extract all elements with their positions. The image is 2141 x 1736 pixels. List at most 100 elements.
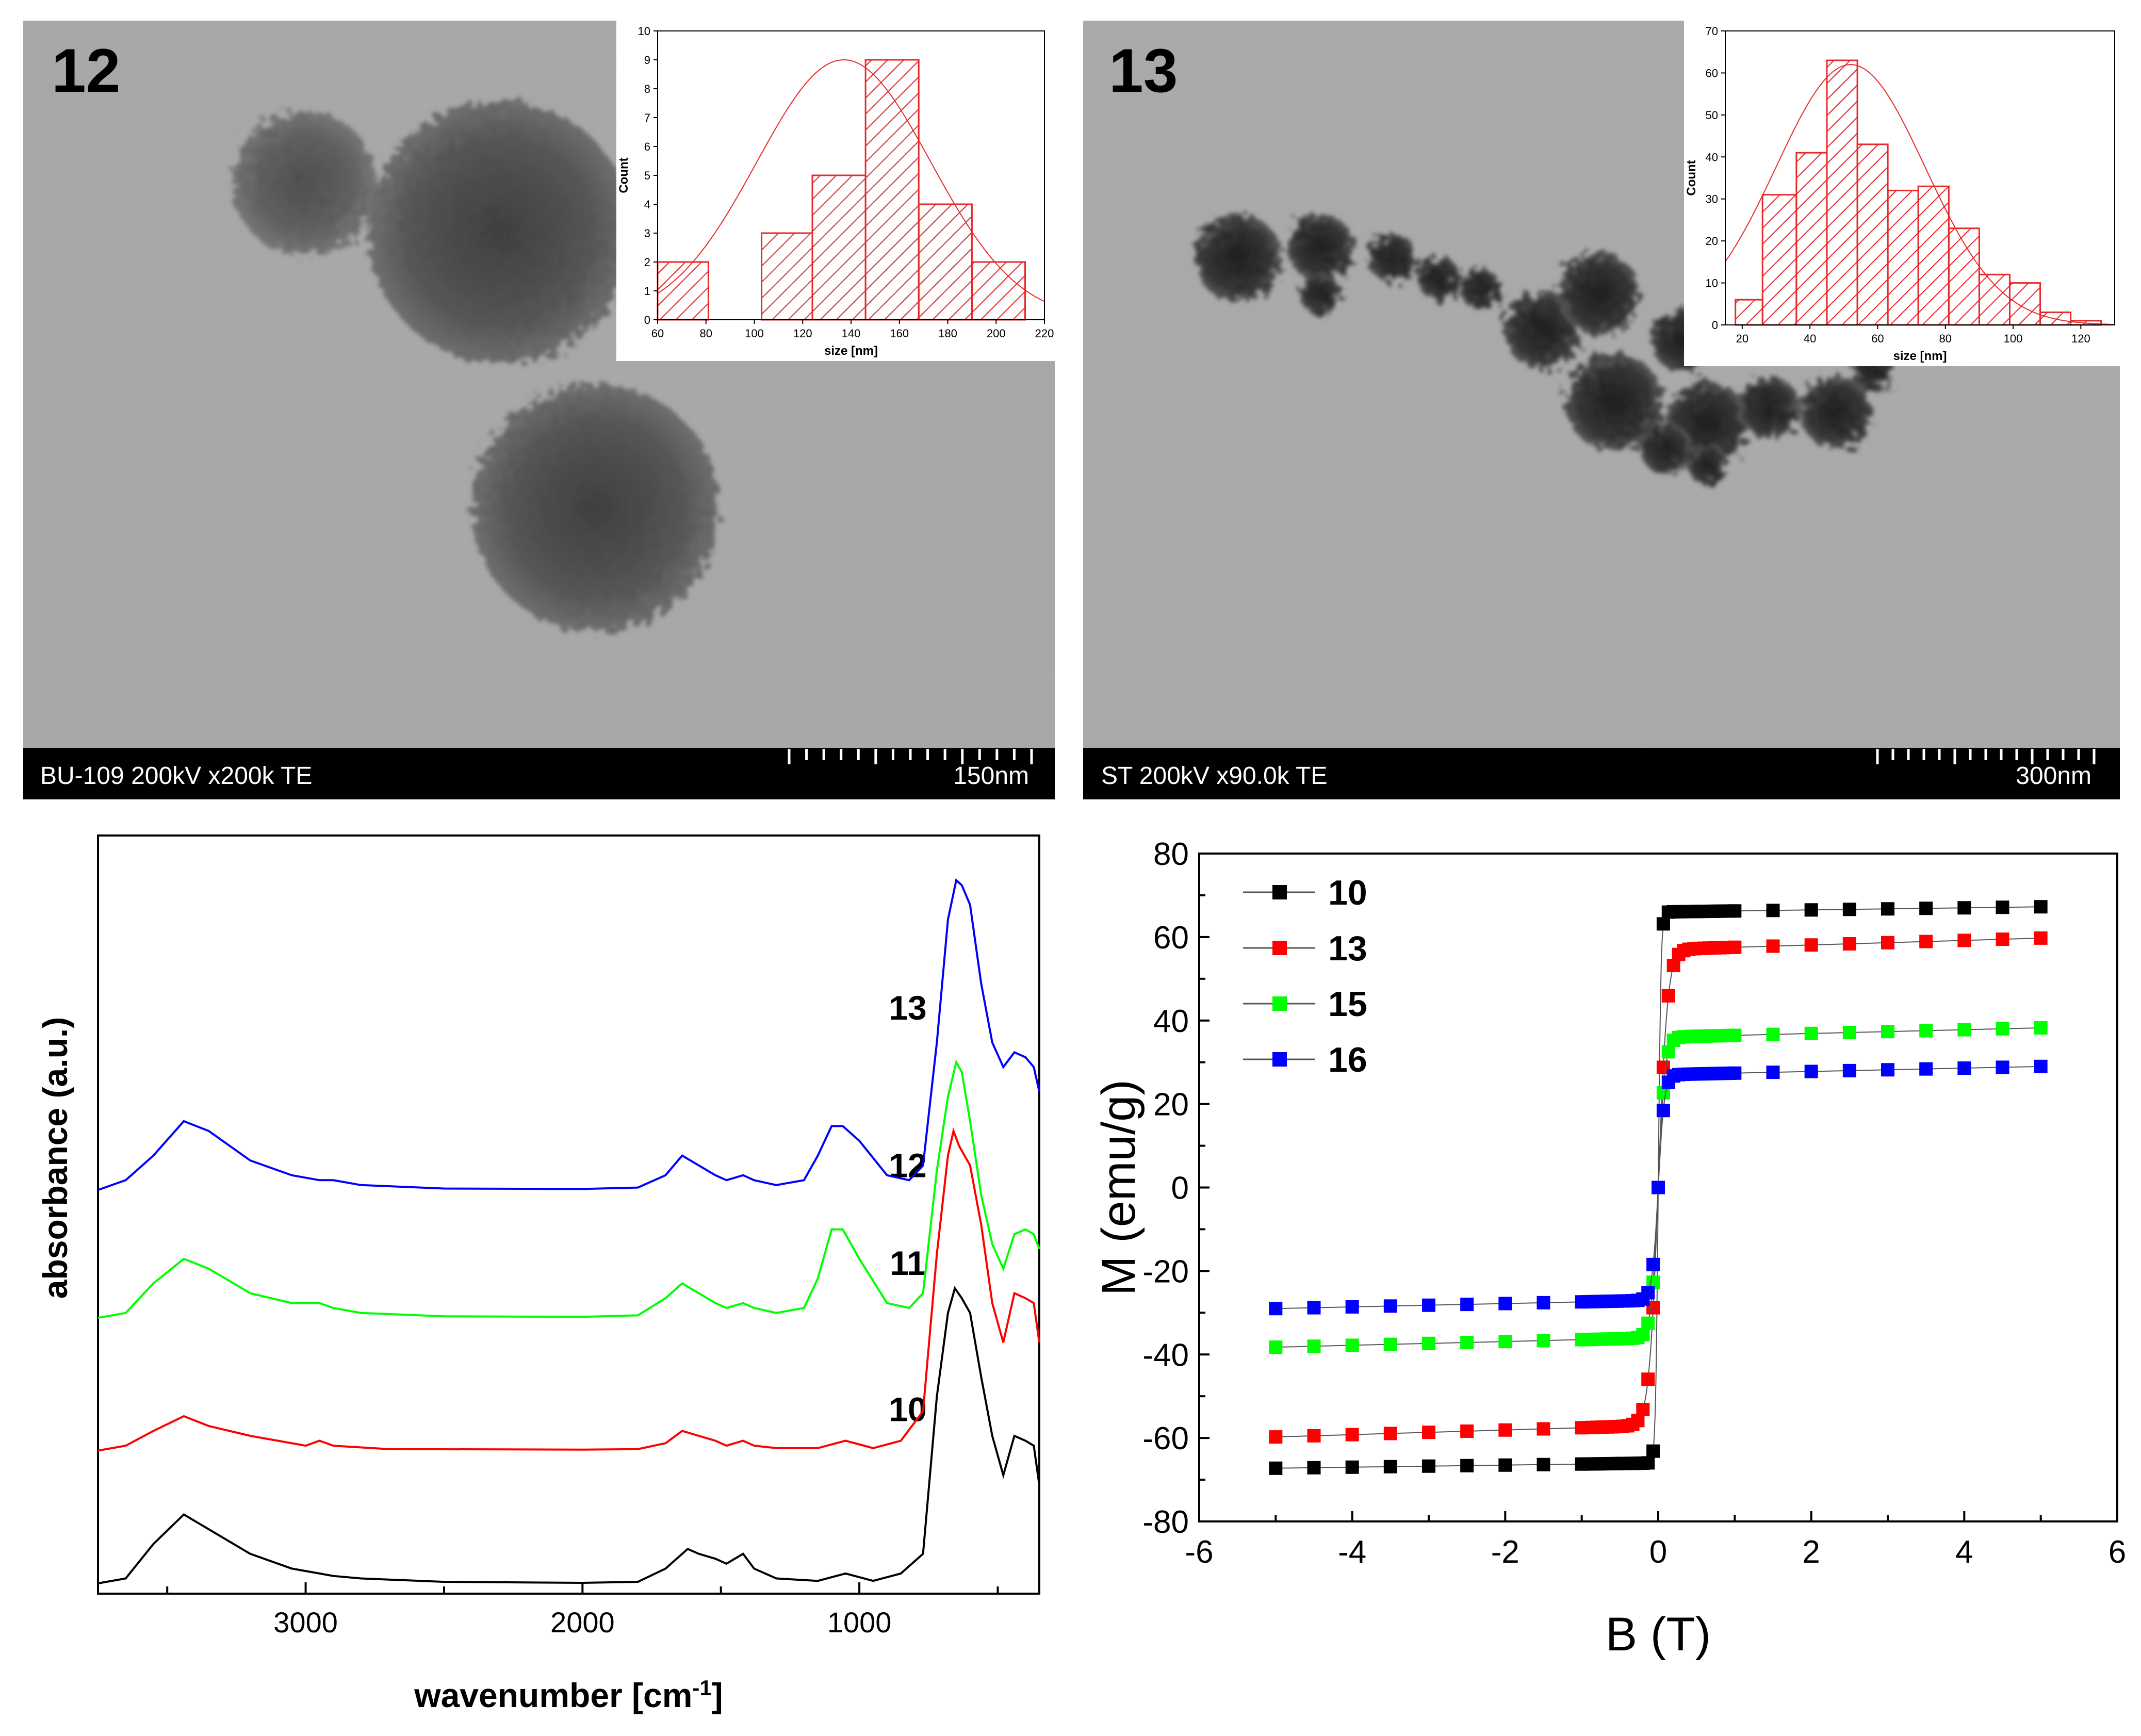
data-point-15 (1957, 1023, 1971, 1037)
x-tick-label: 100 (2004, 332, 2023, 345)
y-tick-label: -60 (1142, 1421, 1189, 1456)
data-point-16 (1269, 1302, 1283, 1316)
data-point-15 (1537, 1334, 1550, 1348)
legend-label: 16 (1328, 1040, 1367, 1079)
tem-panel-12: BU-109 200kV x200k TE 150nm 12 60 80 100 12… (23, 21, 1055, 799)
y-tick-label: -20 (1142, 1254, 1189, 1289)
data-point-10 (1957, 901, 1971, 915)
histogram-bar (864, 59, 920, 321)
tem-info-text: ST 200kV x90.0k TE (1101, 762, 1327, 790)
legend-label: 10 (1328, 873, 1367, 912)
y-axis-label: absorbance (a.u.) (36, 1017, 74, 1299)
x-tick-label: 60 (1871, 332, 1884, 345)
data-point-10 (1641, 1456, 1655, 1470)
data-point-15 (1636, 1328, 1650, 1341)
data-point-16 (1307, 1301, 1321, 1315)
y-tick-label: -80 (1142, 1504, 1189, 1540)
y-tick-label: 0 (644, 314, 650, 326)
data-point-15 (1728, 1028, 1742, 1042)
x-axis-label: wavenumber [cm-1] (414, 1676, 723, 1715)
data-point-16 (1537, 1296, 1550, 1309)
data-point-10 (1460, 1459, 1474, 1472)
x-tick-label: 1000 (827, 1606, 892, 1639)
scale-bar-label: 300nm (2016, 762, 2091, 790)
spectrum-line-11 (97, 1127, 1040, 1452)
data-point-10 (1842, 903, 1856, 916)
histogram-bar (971, 261, 1026, 321)
ftir-spectra-chart: 10 11 12 13 3000 2000 1000 wavenumber [cm-1] abs… (36, 834, 1040, 1715)
x-tick-label: 100 (745, 327, 764, 340)
y-tick-label: 70 (1706, 25, 1718, 38)
data-point-16 (1804, 1064, 1818, 1078)
data-point-13 (1842, 937, 1856, 951)
y-tick-label: 50 (1706, 109, 1718, 122)
x-tick-label: 140 (842, 327, 861, 340)
data-point-13 (1957, 933, 1971, 947)
legend-label: 15 (1328, 985, 1367, 1024)
x-tick-label: 6 (2109, 1534, 2126, 1570)
scale-bar-ticks (1876, 749, 2096, 764)
y-tick-label: 6 (644, 140, 650, 153)
y-tick-label: 0 (1712, 319, 1718, 332)
data-point-10 (1345, 1460, 1359, 1474)
data-point-15 (2034, 1021, 2048, 1035)
legend-marker (1272, 996, 1287, 1011)
data-point-13 (1307, 1429, 1321, 1443)
y-tick-label: 20 (1153, 1087, 1189, 1123)
data-point-10 (1804, 903, 1818, 917)
data-point-16 (1842, 1063, 1856, 1077)
data-point-16 (1460, 1298, 1474, 1312)
gaussian-fit-curve (657, 59, 1045, 302)
data-point-13 (1661, 989, 1675, 1003)
histogram-bar (657, 261, 709, 321)
data-point-13 (1881, 936, 1894, 949)
data-point-13 (1345, 1428, 1359, 1442)
data-point-13 (1804, 938, 1818, 952)
histogram-bar (2008, 282, 2041, 326)
data-point-13 (1460, 1424, 1474, 1438)
y-tick-label: 40 (1706, 151, 1718, 163)
x-tick-label: 4 (1955, 1534, 1973, 1570)
data-point-10 (1498, 1458, 1512, 1472)
data-point-10 (1656, 917, 1670, 931)
y-tick-label: 10 (1706, 277, 1718, 290)
x-tick-label: 60 (651, 327, 664, 340)
y-tick-label: 60 (1153, 920, 1189, 956)
x-tick-label: 200 (987, 327, 1006, 340)
data-point-13 (1641, 1372, 1655, 1386)
spectrum-line-10 (97, 1286, 1040, 1584)
data-point-15 (1460, 1335, 1474, 1349)
histogram-bar (761, 232, 813, 321)
y-axis-label: M (emu/g) (1092, 1079, 1145, 1296)
data-point-16 (1656, 1104, 1670, 1118)
spectrum-line-13 (97, 878, 1040, 1191)
data-point-13 (1636, 1402, 1650, 1416)
legend-label: 13 (1328, 929, 1367, 968)
histogram-bar (1826, 59, 1858, 326)
series-label: 12 (889, 1147, 926, 1185)
tem-panel-13: ST 200kV x90.0k TE 300nm 13 20 40 60 80 100 1… (1083, 21, 2120, 799)
y-tick-label: 7 (644, 111, 650, 124)
y-tick-label: 1 (644, 285, 650, 298)
data-point-15 (1919, 1024, 1933, 1038)
x-tick-label: 120 (793, 327, 812, 340)
histogram-13: 20 40 60 80 100 120 0 10 20 30 40 50 60 70 size [nm] Co… (1685, 25, 2115, 363)
data-point-13 (1728, 940, 1742, 954)
x-tick-label: 2 (1802, 1534, 1820, 1570)
x-axis-label: size [nm] (824, 344, 878, 358)
tem-info-bar (1083, 748, 2120, 799)
data-point-16 (1957, 1061, 1971, 1075)
x-tick-label: 3000 (273, 1606, 338, 1639)
nanoparticle-cluster-13 (1194, 214, 1893, 485)
y-tick-label: 60 (1706, 67, 1718, 79)
y-tick-label: 9 (644, 54, 650, 67)
data-point-15 (1498, 1335, 1512, 1349)
data-point-10 (1269, 1461, 1283, 1475)
x-tick-label: 20 (1736, 332, 1748, 345)
data-point-15 (1345, 1338, 1359, 1352)
data-point-15 (1996, 1022, 2009, 1036)
x-tick-label: 40 (1804, 332, 1816, 345)
data-point-16 (1422, 1298, 1435, 1312)
y-tick-label: 40 (1153, 1004, 1189, 1039)
tem-info-bar (23, 748, 1055, 799)
